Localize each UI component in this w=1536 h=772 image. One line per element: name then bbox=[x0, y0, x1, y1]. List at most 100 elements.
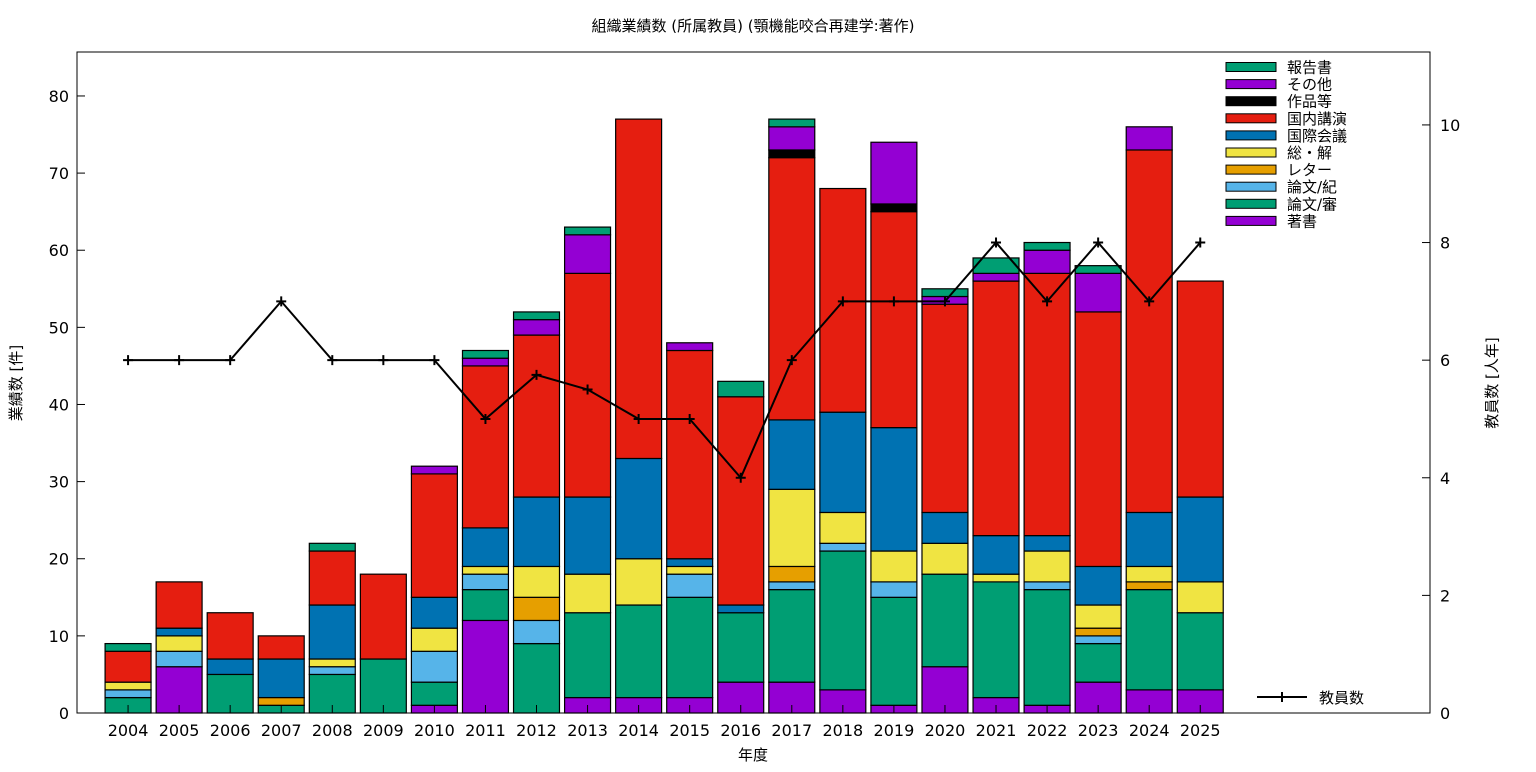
bar-segment-2019 bbox=[870, 203, 918, 213]
y2-tick-label: 2 bbox=[1440, 586, 1450, 605]
y-tick-label: 70 bbox=[49, 164, 69, 183]
faculty-count-point bbox=[429, 355, 440, 366]
bar-segment-2007 bbox=[257, 658, 305, 699]
bar-segment-2020 bbox=[921, 542, 969, 575]
bar-segment-2015 bbox=[666, 349, 714, 560]
bar-segment-2018 bbox=[819, 511, 867, 544]
bar-segment-2023 bbox=[1074, 311, 1122, 568]
legend-swatch bbox=[1225, 147, 1277, 158]
bar-segment-2011 bbox=[461, 527, 510, 568]
bar-segment-2011 bbox=[461, 573, 510, 591]
bar-segment-2010 bbox=[410, 681, 458, 706]
faculty-count-point bbox=[276, 296, 287, 307]
faculty-count-point bbox=[786, 355, 797, 366]
bar-segment-2010 bbox=[410, 627, 458, 652]
bar-segment-2023 bbox=[1074, 642, 1122, 683]
y-tick-label: 40 bbox=[49, 395, 69, 414]
x-tick-label: 2018 bbox=[822, 721, 863, 740]
bar-segment-2019 bbox=[870, 550, 918, 583]
bar-segment-2022 bbox=[1023, 550, 1071, 583]
legend-label: 国内講演 bbox=[1287, 110, 1347, 128]
bar-segment-2024 bbox=[1125, 581, 1173, 591]
bar-segment-2017 bbox=[768, 488, 816, 568]
bar-segment-2011 bbox=[461, 565, 510, 575]
bar-segment-2022 bbox=[1023, 272, 1071, 537]
x-axis-label: 年度 bbox=[738, 746, 768, 764]
faculty-count-point bbox=[123, 355, 134, 366]
bar-segment-2023 bbox=[1074, 265, 1122, 274]
bar-segment-2012 bbox=[512, 565, 561, 598]
faculty-count-point bbox=[327, 355, 338, 366]
x-tick-label: 2012 bbox=[516, 721, 557, 740]
legend-line-marker bbox=[1277, 692, 1287, 702]
legend-label: 総・解 bbox=[1287, 144, 1332, 162]
legend-swatch bbox=[1225, 79, 1277, 90]
bar-segment-2025 bbox=[1176, 496, 1224, 583]
bar-segment-2016 bbox=[717, 396, 765, 606]
bar-segment-2017 bbox=[768, 581, 816, 591]
bar-segment-2017 bbox=[768, 118, 816, 128]
bar-segment-2021 bbox=[972, 535, 1020, 575]
y-tick-label: 60 bbox=[49, 241, 69, 260]
x-tick-label: 2019 bbox=[874, 721, 915, 740]
faculty-count-point bbox=[174, 355, 185, 366]
y-tick-label: 50 bbox=[49, 318, 69, 337]
bar-segment-2015 bbox=[666, 558, 714, 568]
faculty-count-point bbox=[531, 369, 542, 380]
chart-title: 組織業績数 (所属教員) (顎機能咬合再建学:著作) bbox=[591, 17, 914, 35]
bar-segment-2023 bbox=[1074, 627, 1122, 637]
faculty-count-point bbox=[480, 413, 491, 424]
legend-label: 作品等 bbox=[1287, 93, 1332, 111]
bar-segment-2010 bbox=[410, 473, 458, 598]
y2-axis-label: 教員数 [人年] bbox=[1483, 337, 1501, 428]
bar-segment-2015 bbox=[666, 596, 714, 699]
bar-segment-2014 bbox=[615, 118, 663, 460]
bar-segment-2016 bbox=[717, 604, 765, 614]
bar-segment-2013 bbox=[563, 612, 612, 699]
faculty-count-point bbox=[888, 296, 899, 307]
x-tick-label: 2014 bbox=[618, 721, 659, 740]
bar-segment-2011 bbox=[461, 365, 510, 529]
bar-segment-2014 bbox=[615, 457, 663, 560]
x-tick-label: 2010 bbox=[414, 721, 455, 740]
bar-segment-2012 bbox=[512, 642, 561, 714]
bar-segment-2017 bbox=[768, 126, 816, 151]
bar-segment-2024 bbox=[1125, 588, 1173, 691]
bar-segment-2017 bbox=[768, 565, 816, 583]
y2-tick-label: 10 bbox=[1440, 116, 1460, 135]
y2-tick-label: 8 bbox=[1440, 234, 1450, 253]
bar-segment-2024 bbox=[1125, 126, 1173, 151]
bar-segment-2019 bbox=[870, 427, 918, 552]
bar-segment-2007 bbox=[257, 635, 305, 660]
bar-segment-2023 bbox=[1074, 604, 1122, 629]
bar-segment-2022 bbox=[1023, 588, 1071, 706]
legend-swatch bbox=[1225, 198, 1277, 209]
legend-label: 国際会議 bbox=[1287, 127, 1347, 145]
legend-label: 論文/紀 bbox=[1287, 178, 1337, 196]
bar-segment-2011 bbox=[461, 588, 510, 622]
bar-segment-2013 bbox=[563, 496, 612, 575]
bar-segment-2017 bbox=[768, 588, 816, 683]
x-tick-label: 2006 bbox=[210, 721, 251, 740]
faculty-count-point bbox=[1093, 237, 1104, 248]
bar-segment-2014 bbox=[615, 604, 663, 699]
bar-segment-2013 bbox=[563, 226, 612, 236]
bar-segment-2006 bbox=[206, 612, 254, 660]
bar-segment-2017 bbox=[768, 149, 816, 159]
bar-segment-2012 bbox=[512, 334, 561, 498]
legend-swatch bbox=[1225, 96, 1277, 107]
bar-segment-2010 bbox=[410, 596, 458, 629]
bar-segment-2024 bbox=[1125, 149, 1173, 514]
bar-segment-2017 bbox=[768, 419, 816, 490]
bar-segment-2016 bbox=[717, 612, 765, 683]
bar-segment-2008 bbox=[308, 542, 356, 552]
bar-segment-2020 bbox=[921, 303, 969, 514]
bar-segment-2022 bbox=[1023, 249, 1071, 274]
bar-segment-2025 bbox=[1176, 612, 1224, 691]
x-tick-label: 2011 bbox=[465, 721, 506, 740]
faculty-count-point bbox=[378, 355, 389, 366]
bar-segment-2023 bbox=[1074, 565, 1122, 606]
x-tick-label: 2023 bbox=[1078, 721, 1119, 740]
bar-segment-2025 bbox=[1176, 581, 1224, 614]
